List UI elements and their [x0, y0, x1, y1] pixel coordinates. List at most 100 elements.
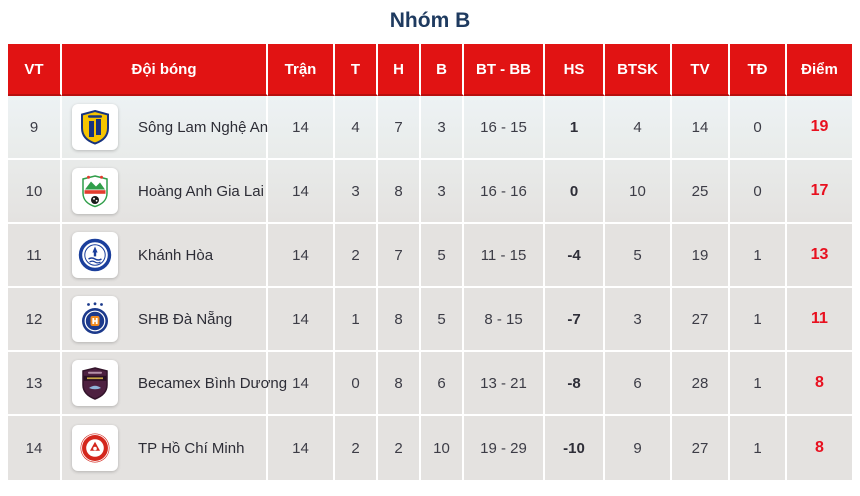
team-name: Becamex Bình Dương: [138, 374, 288, 392]
lost-cell: 3: [421, 160, 464, 224]
team-name: Hoàng Anh Gia Lai: [138, 182, 264, 200]
column-header-tran: Trận: [268, 44, 335, 96]
goal-diff-cell: -8: [545, 352, 605, 416]
position-cell: 10: [8, 160, 62, 224]
won-cell: 0: [335, 352, 378, 416]
team-cell: Khánh Hòa: [62, 224, 268, 288]
position-cell: 13: [8, 352, 62, 416]
lost-cell: 6: [421, 352, 464, 416]
drawn-cell: 8: [378, 160, 421, 224]
btsk-cell: 9: [605, 416, 672, 480]
column-header-t: T: [335, 44, 378, 96]
goal-diff-cell: 0: [545, 160, 605, 224]
page-title: Nhóm B: [389, 9, 471, 32]
tv-cell: 27: [672, 288, 730, 352]
won-cell: 4: [335, 96, 378, 160]
team-name: Sông Lam Nghệ An: [138, 118, 269, 136]
table-row: 11 Khánh H: [8, 224, 852, 288]
played-cell: 14: [268, 160, 335, 224]
td-cell: 0: [730, 96, 787, 160]
lost-cell: 5: [421, 224, 464, 288]
tv-cell: 25: [672, 160, 730, 224]
btsk-cell: 3: [605, 288, 672, 352]
played-cell: 14: [268, 352, 335, 416]
column-header-b: B: [421, 44, 464, 96]
won-cell: 2: [335, 416, 378, 480]
position-cell: 9: [8, 96, 62, 160]
tv-cell: 14: [672, 96, 730, 160]
goals-cell: 11 - 15: [464, 224, 545, 288]
shb-danang-crest-icon: [72, 296, 118, 342]
td-cell: 1: [730, 416, 787, 480]
btsk-cell: 5: [605, 224, 672, 288]
table-row: 10: [8, 160, 852, 224]
btsk-cell: 4: [605, 96, 672, 160]
goals-cell: 16 - 16: [464, 160, 545, 224]
table-row: 14 TP Hồ Chí Minh: [8, 416, 852, 480]
column-header-btbb: BT - BB: [464, 44, 545, 96]
points-cell: 8: [787, 352, 852, 416]
team-cell: Becamex Bình Dương: [62, 352, 287, 416]
column-header-vt: VT: [8, 44, 62, 96]
position-cell: 11: [8, 224, 62, 288]
column-header-diem: Điểm: [787, 44, 852, 96]
tphcm-crest-icon: [72, 425, 118, 471]
team-name: Khánh Hòa: [138, 246, 214, 264]
table-row: 9 Sông Lam Nghệ An 14 4: [8, 96, 852, 160]
binh-duong-crest-icon: [72, 360, 118, 406]
hagl-crest-icon: [72, 168, 118, 214]
team-cell: SHB Đà Nẵng: [62, 288, 268, 352]
column-header-tv: TV: [672, 44, 730, 96]
drawn-cell: 8: [378, 352, 421, 416]
khanh-hoa-crest-icon: [72, 232, 118, 278]
column-header-hs: HS: [545, 44, 605, 96]
goals-cell: 19 - 29: [464, 416, 545, 480]
team-cell: TP Hồ Chí Minh: [62, 416, 268, 480]
column-header-doibong: Đội bóng: [62, 44, 268, 96]
lost-cell: 10: [421, 416, 464, 480]
goal-diff-cell: -7: [545, 288, 605, 352]
points-cell: 19: [787, 96, 852, 160]
points-cell: 17: [787, 160, 852, 224]
lost-cell: 3: [421, 96, 464, 160]
position-cell: 14: [8, 416, 62, 480]
points-cell: 11: [787, 288, 852, 352]
header-row: VT Đội bóng Trận T H B BT - BB HS BTSK T…: [8, 44, 852, 96]
drawn-cell: 7: [378, 224, 421, 288]
drawn-cell: 2: [378, 416, 421, 480]
td-cell: 1: [730, 288, 787, 352]
team-cell: Sông Lam Nghệ An: [62, 96, 268, 160]
team-cell: Hoàng Anh Gia Lai: [62, 160, 268, 224]
team-name: TP Hồ Chí Minh: [138, 439, 245, 457]
points-cell: 8: [815, 439, 824, 456]
column-header-h: H: [378, 44, 421, 96]
played-cell: 14: [268, 288, 335, 352]
goal-diff-cell: 1: [545, 96, 605, 160]
lost-cell: 5: [421, 288, 464, 352]
position-cell: 12: [8, 288, 62, 352]
td-cell: 1: [730, 352, 787, 416]
played-cell: 14: [268, 224, 335, 288]
td-cell: 1: [730, 224, 787, 288]
played-cell: 14: [268, 416, 335, 480]
goals-cell: 8 - 15: [464, 288, 545, 352]
played-cell: 14: [268, 96, 335, 160]
goals-cell: 16 - 15: [464, 96, 545, 160]
tv-cell: 28: [672, 352, 730, 416]
won-cell: 2: [335, 224, 378, 288]
slna-crest-icon: [72, 104, 118, 150]
won-cell: 3: [335, 160, 378, 224]
td-cell: 0: [730, 160, 787, 224]
btsk-cell: 10: [605, 160, 672, 224]
drawn-cell: 8: [378, 288, 421, 352]
points-cell: 13: [787, 224, 852, 288]
column-header-btsk: BTSK: [605, 44, 672, 96]
goals-cell: 13 - 21: [464, 352, 545, 416]
standings-table: VT Đội bóng Trận T H B BT - BB HS BTSK T…: [8, 44, 852, 480]
tv-cell: 27: [672, 416, 730, 480]
drawn-cell: 7: [378, 96, 421, 160]
table-row: 13 Becamex Bình Dương: [8, 352, 852, 416]
btsk-cell: 6: [605, 352, 672, 416]
standings-page: Nhóm B VT Đội bóng Trận T H B BT - BB HS…: [8, 9, 852, 480]
won-cell: 1: [335, 288, 378, 352]
